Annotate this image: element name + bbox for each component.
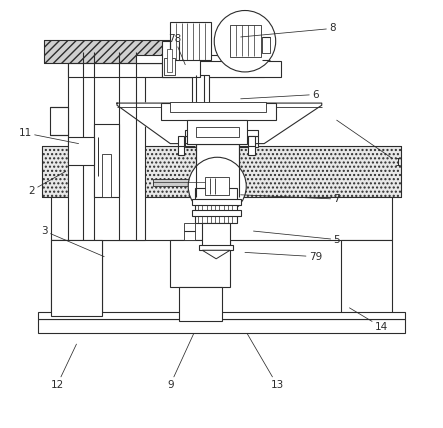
Bar (341, 240, 392, 321)
Bar (102, 154, 111, 197)
Bar (38, 318, 405, 333)
Text: 11: 11 (19, 128, 78, 144)
Text: 12: 12 (51, 344, 77, 389)
Bar (170, 22, 211, 60)
Text: 1: 1 (337, 120, 402, 168)
Text: 14: 14 (350, 308, 388, 332)
Bar (178, 136, 184, 155)
Bar (93, 125, 119, 197)
Text: 7: 7 (241, 194, 340, 204)
Bar (192, 75, 209, 142)
Bar (194, 188, 237, 223)
Bar (38, 312, 405, 318)
Bar (185, 130, 258, 136)
Bar (68, 62, 264, 77)
Bar (68, 137, 93, 165)
Text: 78: 78 (168, 34, 185, 65)
Bar (43, 146, 400, 197)
Bar (68, 52, 145, 240)
Bar (162, 61, 281, 77)
Bar (196, 127, 239, 137)
Bar (170, 102, 266, 112)
Bar (196, 144, 239, 197)
Text: 13: 13 (247, 333, 284, 389)
Bar (162, 41, 200, 77)
Bar (164, 58, 175, 75)
Circle shape (188, 157, 246, 215)
Bar (43, 146, 400, 197)
Bar (202, 223, 230, 246)
Bar (192, 199, 241, 205)
Bar (50, 107, 68, 135)
Text: 9: 9 (167, 333, 194, 389)
Bar (187, 120, 247, 144)
Bar (249, 136, 255, 155)
Bar (44, 40, 170, 62)
Bar (185, 136, 258, 147)
Bar (179, 286, 222, 321)
Bar (153, 178, 228, 186)
Polygon shape (117, 103, 322, 144)
Bar (44, 40, 170, 62)
Bar (161, 103, 276, 120)
Text: 3: 3 (41, 226, 104, 257)
Bar (51, 240, 102, 316)
Bar (51, 240, 102, 321)
Bar (51, 197, 392, 240)
Text: 6: 6 (241, 89, 319, 100)
Bar (230, 25, 261, 57)
Bar (170, 240, 230, 286)
Bar (192, 210, 241, 216)
Bar (262, 36, 270, 53)
Text: 8: 8 (241, 24, 336, 37)
Bar (199, 245, 233, 250)
Circle shape (214, 11, 276, 72)
Bar (136, 55, 264, 62)
Polygon shape (202, 250, 230, 259)
Text: 2: 2 (28, 171, 66, 196)
Bar (167, 49, 172, 72)
Bar (205, 177, 229, 195)
Bar (184, 223, 194, 240)
Text: 5: 5 (253, 231, 340, 244)
Text: 79: 79 (245, 252, 322, 262)
